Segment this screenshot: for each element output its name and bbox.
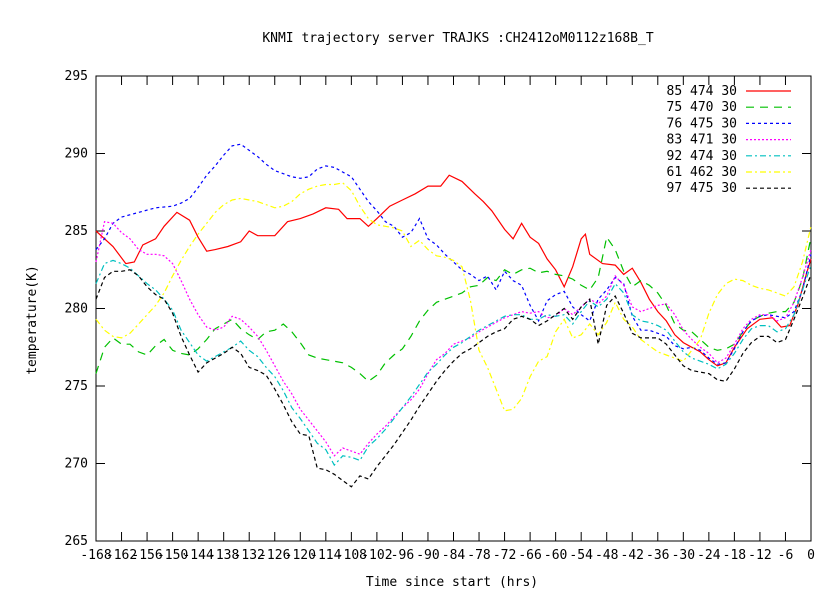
x-tick-label: -114 [310,548,341,563]
legend-label: 61 462 30 [667,165,737,180]
chart-title: KNMI trajectory server TRAJKS :CH2412oM0… [262,31,654,46]
legend-label: 97 475 30 [667,181,737,196]
x-tick-label: 0 [807,548,815,563]
x-tick-label: -90 [416,548,439,563]
legend-label: 92 474 30 [667,149,737,164]
y-axis-title: temperature(K) [25,265,40,375]
series-line [95,221,812,457]
series-lines [95,143,812,488]
x-tick-label: -126 [259,548,290,563]
y-tick-label: 280 [65,302,88,317]
x-tick-label: -18 [723,548,746,563]
x-tick-label: -24 [697,548,721,563]
x-tick-label: -12 [748,548,771,563]
x-tick-label: -162 [106,548,137,563]
x-tick-label: -30 [672,548,695,563]
x-tick-label: -144 [182,548,213,563]
x-tick-label: -60 [544,548,567,563]
x-tick-label: -138 [208,548,239,563]
series-line [95,235,812,383]
y-tick-label: 275 [65,379,88,394]
legend-label: 76 475 30 [667,116,737,131]
y-tick-label: 285 [65,224,88,239]
series-line [95,182,812,412]
x-tick-label: -132 [234,548,265,563]
x-tick-label: -96 [391,548,414,563]
x-tick-label: -36 [646,548,669,563]
series-line [95,174,812,367]
x-tick-label: -120 [285,548,316,563]
x-axis-title: Time since start (hrs) [366,575,538,590]
y-tick-label: 270 [65,457,88,472]
plot-axes: 265 270 275 280 285 290 295 -168-162-156-150-14… [65,69,815,563]
x-tick-label: -54 [569,548,593,563]
x-tick-label: -108 [336,548,367,563]
legend-label: 85 474 30 [667,84,737,99]
legend-label: 83 471 30 [667,133,737,148]
x-tick-label: -42 [621,548,644,563]
x-tick-label: -66 [518,548,541,563]
series-line [95,259,812,467]
y-tick-label: 295 [65,69,88,84]
x-tick-label: -78 [467,548,490,563]
x-tick-label: -102 [361,548,392,563]
x-tick-label: -72 [493,548,516,563]
x-tick-label: -84 [442,548,466,563]
x-tick-label: -150 [157,548,188,563]
series-line [95,269,812,488]
y-tick-label: 265 [65,534,88,549]
y-tick-label: 290 [65,147,88,162]
legend-label: 75 470 30 [667,100,737,115]
x-tick-label: -156 [131,548,162,563]
x-tick-label: -168 [80,548,111,563]
x-tick-label: -6 [778,548,794,563]
x-tick-label: -48 [595,548,618,563]
